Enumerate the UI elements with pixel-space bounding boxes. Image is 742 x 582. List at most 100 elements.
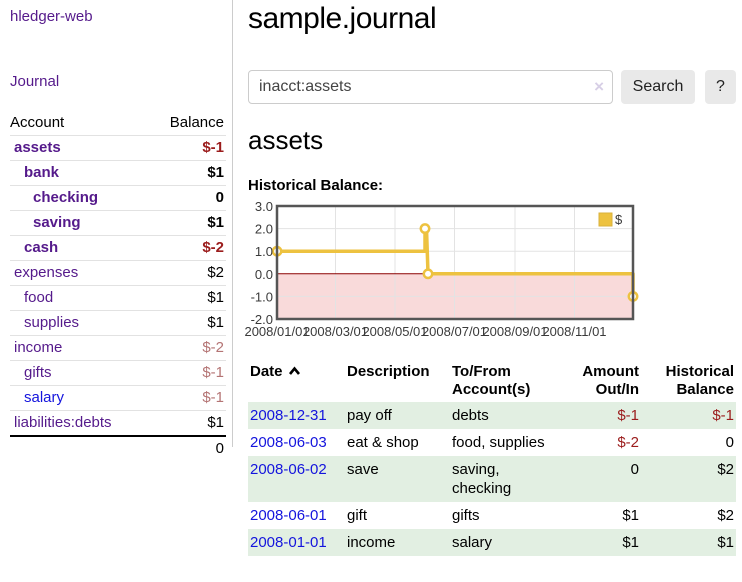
accounts-table: Account Balance assets $-1 bank $1 check… [10, 111, 226, 461]
account-balance: $-1 [149, 385, 226, 411]
help-button[interactable]: ? [705, 70, 736, 104]
col-description: Description [347, 363, 430, 380]
svg-text:3.0: 3.0 [255, 199, 273, 214]
transaction-amount: $1 [556, 529, 641, 556]
transaction-description: gift [347, 507, 368, 524]
transaction-balance: $2 [641, 456, 736, 502]
page-title: sample.journal [248, 2, 437, 35]
account-link-bank[interactable]: bank [24, 164, 60, 181]
account-balance: $-1 [149, 135, 226, 161]
chart-y-ticks: 3.0 2.0 1.0 0.0 -1.0 -2.0 [251, 199, 273, 327]
svg-text:2008/01/01: 2008/01/01 [244, 324, 309, 339]
register-row[interactable]: 2008-01-01 income salary $1 $1 [248, 529, 736, 556]
chart-border [275, 204, 635, 321]
sidebar: hledger-web Journal Account Balance asse… [0, 0, 233, 461]
account-row: cash $-2 [10, 235, 226, 261]
transaction-accounts: debts [450, 402, 556, 429]
account-link-income[interactable]: income [14, 339, 63, 356]
transaction-description: save [345, 456, 450, 502]
svg-text:0.0: 0.0 [255, 267, 273, 282]
account-link-salary[interactable]: salary [24, 389, 65, 406]
account-balance: $1 [149, 310, 226, 336]
account-row: bank $1 [10, 160, 226, 186]
account-link-supplies[interactable]: supplies [24, 314, 80, 331]
account-row: saving $1 [10, 210, 226, 236]
account-link-cash[interactable]: cash [24, 239, 59, 256]
account-row: checking 0 [10, 185, 226, 211]
account-balance: $2 [149, 260, 226, 286]
account-link-expenses[interactable]: expenses [14, 264, 79, 281]
search-input[interactable] [248, 70, 613, 104]
account-balance: $-2 [149, 235, 226, 261]
chart-x-ticks: 2008/01/01 2008/03/01 2008/05/01 2008/07… [244, 324, 606, 339]
account-row: expenses $2 [10, 260, 226, 286]
transaction-date-link[interactable]: 2008-06-01 [250, 507, 327, 524]
transaction-balance: $2 [717, 507, 734, 524]
svg-text:2.0: 2.0 [255, 222, 273, 237]
chart-svg: $ 3.0 2.0 1.0 0.0 -1.0 -2.0 2008/01/01 2… [244, 199, 639, 339]
account-page-title: assets [248, 125, 324, 155]
col-date[interactable]: Date [248, 360, 345, 402]
account-balance: $1 [149, 210, 226, 236]
col-balance: Historical Balance [665, 363, 734, 398]
svg-text:1.0: 1.0 [255, 244, 273, 259]
account-link-gifts[interactable]: gifts [24, 364, 52, 381]
account-row: assets $-1 [10, 135, 226, 161]
account-row: food $1 [10, 285, 226, 311]
accounts-total-value: 0 [149, 435, 226, 461]
transaction-balance: 0 [725, 434, 734, 451]
clear-search-icon[interactable]: × [594, 77, 604, 96]
transaction-description: eat & shop [347, 434, 419, 451]
account-balance: $1 [149, 285, 226, 311]
account-balance: $-1 [149, 360, 226, 386]
chart-data-points [271, 223, 639, 302]
transaction-description: pay off [345, 402, 450, 429]
svg-text:2008/11/01: 2008/11/01 [542, 324, 606, 339]
account-row: supplies $1 [10, 310, 226, 336]
accounts-total-row: 0 [10, 435, 226, 461]
app-brand-link[interactable]: hledger-web [10, 8, 93, 25]
account-balance: 0 [149, 185, 226, 211]
account-row: gifts $-1 [10, 360, 226, 386]
historical-balance-chart[interactable]: $ 3.0 2.0 1.0 0.0 -1.0 -2.0 2008/01/01 2… [244, 199, 736, 344]
account-link-assets[interactable]: assets [14, 139, 61, 156]
register-row[interactable]: 2008-06-02 save saving, checking 0 $2 [248, 456, 736, 502]
account-link-checking[interactable]: checking [33, 189, 99, 206]
transaction-amount: $-1 [556, 402, 641, 429]
account-row: liabilities:debts $1 [10, 410, 226, 437]
transaction-accounts: salary [450, 529, 556, 556]
svg-text:2008/05/01: 2008/05/01 [362, 324, 427, 339]
transaction-description: income [345, 529, 450, 556]
transaction-balance: $-1 [641, 402, 736, 429]
transaction-accounts: gifts [452, 507, 480, 524]
account-row: salary $-1 [10, 385, 226, 411]
transaction-balance: $1 [641, 529, 736, 556]
accounts-header-row: Account Balance [10, 111, 226, 136]
nav-journal-link[interactable]: Journal [10, 73, 60, 90]
register-row[interactable]: 2008-12-31 pay off debts $-1 $-1 [248, 402, 736, 429]
transaction-date-link[interactable]: 2008-01-01 [250, 534, 327, 551]
svg-text:2008/09/01: 2008/09/01 [482, 324, 547, 339]
register-row[interactable]: 2008-06-01 gift gifts $1 $2 [248, 502, 736, 529]
transaction-date-link[interactable]: 2008-06-02 [250, 461, 327, 478]
account-link-food[interactable]: food [24, 289, 54, 306]
transaction-accounts: saving, checking [450, 456, 556, 502]
transaction-amount: $-2 [617, 434, 639, 451]
legend-label: $ [615, 212, 623, 227]
account-balance: $1 [149, 410, 226, 437]
account-link-liabilities-debts[interactable]: liabilities:debts [14, 414, 112, 431]
sort-ascending-icon [288, 363, 301, 381]
transaction-date-link[interactable]: 2008-06-03 [250, 434, 327, 451]
search-button[interactable]: Search [621, 70, 695, 104]
transaction-accounts: food, supplies [452, 434, 545, 451]
svg-text:-2.0: -2.0 [251, 312, 273, 327]
account-balance: $1 [149, 160, 226, 186]
accounts-col-balance: Balance [149, 111, 226, 136]
col-accounts: To/From Account(s) [452, 363, 531, 398]
account-link-saving[interactable]: saving [33, 214, 81, 231]
register-header-row: Date Description To/From Account(s) Amou… [248, 360, 736, 402]
register-row[interactable]: 2008-06-03 eat & shop food, supplies $-2… [248, 429, 736, 456]
transaction-date-link[interactable]: 2008-12-31 [250, 407, 327, 424]
register-table: Date Description To/From Account(s) Amou… [248, 360, 736, 556]
account-row: income $-2 [10, 335, 226, 361]
